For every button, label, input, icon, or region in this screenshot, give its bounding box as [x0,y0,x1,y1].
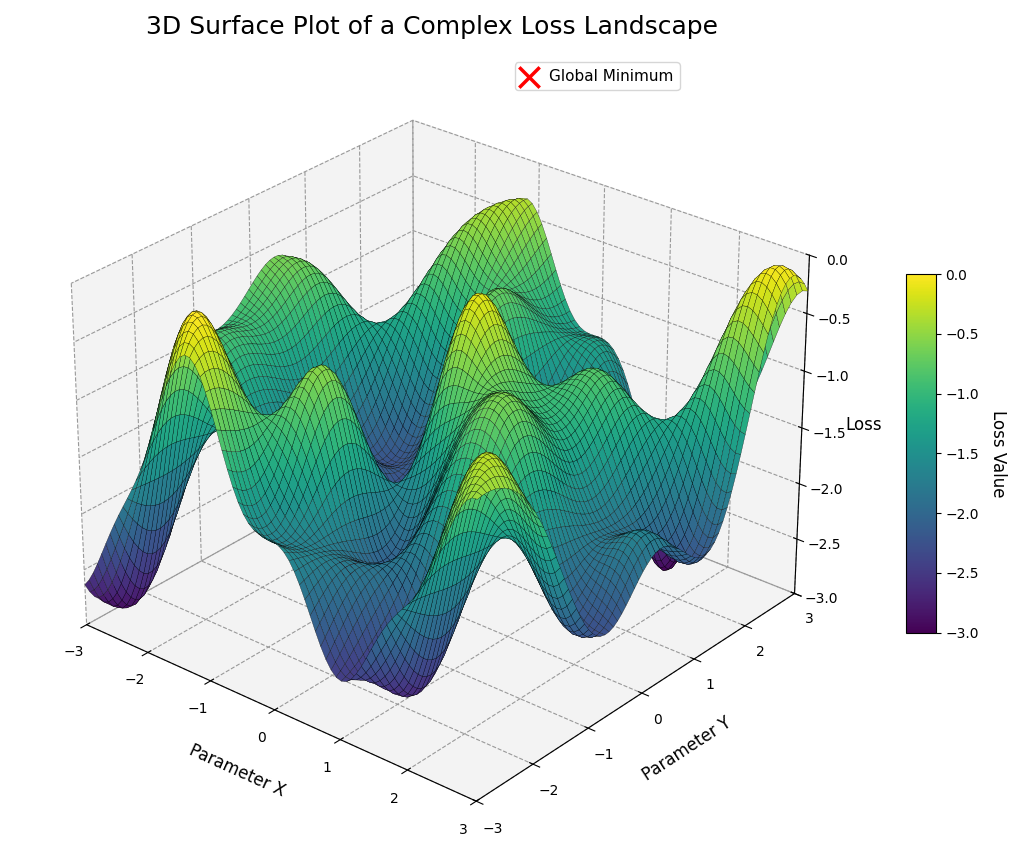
Y-axis label: Parameter Y: Parameter Y [639,714,734,785]
X-axis label: Parameter X: Parameter X [186,740,288,800]
Y-axis label: Loss Value: Loss Value [988,410,1007,497]
Legend: Global Minimum: Global Minimum [515,62,680,89]
Title: 3D Surface Plot of a Complex Loss Landscape: 3D Surface Plot of a Complex Loss Landsc… [146,15,718,39]
